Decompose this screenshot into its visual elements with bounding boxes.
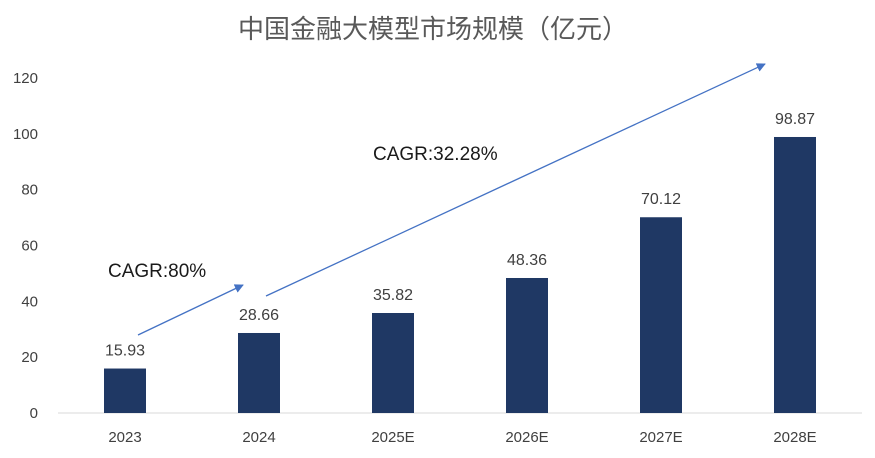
data-label: 35.82	[373, 287, 413, 304]
cagr-arrow	[265, 63, 766, 297]
y-tick-label: 60	[21, 238, 38, 255]
bar	[774, 136, 816, 413]
data-label: 28.66	[239, 307, 279, 324]
bars: 15.93 28.66 35.82 48.36 70.12 98.87	[104, 111, 816, 413]
y-tick-label: 120	[13, 70, 38, 87]
x-tick-label: 2024	[242, 429, 275, 446]
cagr-arrow	[137, 284, 244, 336]
annotations: CAGR:80% CAGR:32.28%	[108, 63, 766, 336]
bar	[372, 313, 414, 413]
bar	[238, 332, 280, 413]
y-tick-label: 100	[13, 126, 38, 143]
bar	[104, 368, 146, 413]
bar	[640, 217, 682, 413]
x-tick-label: 2025E	[371, 429, 414, 446]
cagr-label: CAGR:80%	[108, 261, 206, 282]
data-label: 70.12	[641, 191, 681, 208]
x-tick-label: 2027E	[639, 429, 682, 446]
data-label: 98.87	[775, 111, 815, 128]
x-tick-label: 2026E	[505, 429, 548, 446]
data-label: 15.93	[105, 343, 145, 360]
bar	[506, 277, 548, 413]
chart-title: 中国金融大模型市场规模（亿元）	[238, 15, 628, 45]
cagr-label: CAGR:32.28%	[373, 144, 498, 165]
y-tick-label: 0	[30, 405, 38, 422]
x-tick-label: 2028E	[773, 429, 816, 446]
y-axis: 0 20 40 60 80 100 120	[13, 70, 38, 422]
y-tick-label: 80	[21, 182, 38, 199]
data-label: 48.36	[507, 252, 547, 269]
y-tick-label: 40	[21, 293, 38, 310]
x-tick-label: 2023	[108, 429, 141, 446]
y-tick-label: 20	[21, 349, 38, 366]
x-axis: 2023 2024 2025E 2026E 2027E 2028E	[108, 429, 816, 446]
